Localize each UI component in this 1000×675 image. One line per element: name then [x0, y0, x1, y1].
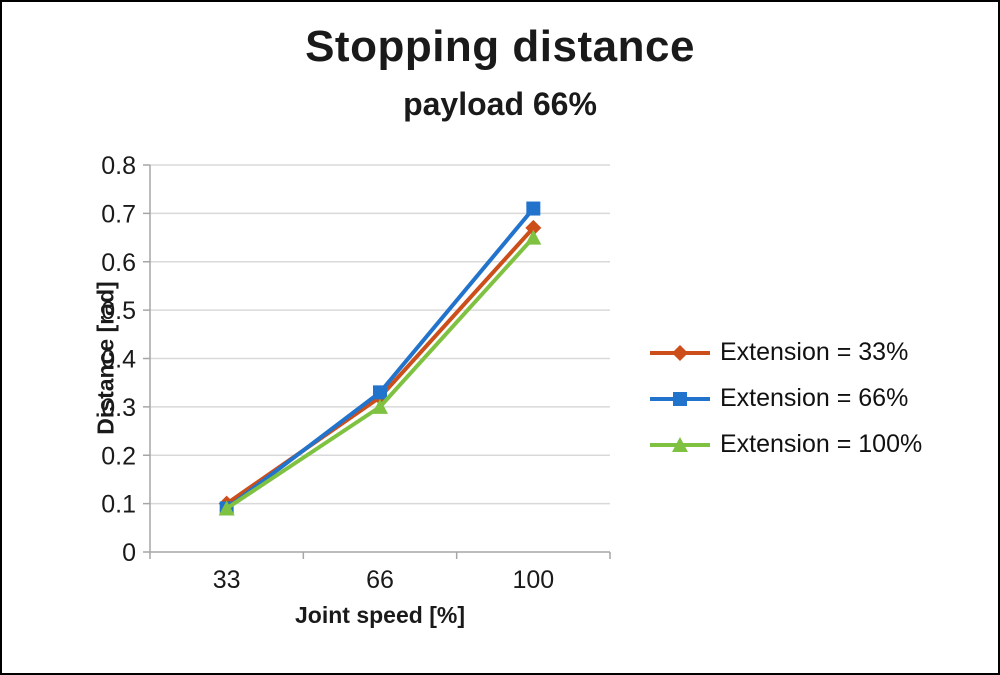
chart-title: Stopping distance — [305, 22, 695, 71]
y-tick-label: 0 — [122, 539, 136, 567]
x-tick-label: 100 — [512, 566, 554, 594]
legend-label: Extension = 100% — [720, 430, 923, 458]
triangle-marker — [525, 229, 542, 245]
y-tick-label: 0.6 — [101, 249, 136, 277]
legend-label: Extension = 33% — [720, 338, 909, 366]
square-marker — [526, 201, 541, 216]
y-tick-label: 0.8 — [101, 152, 136, 180]
y-tick-label: 0.2 — [101, 442, 136, 470]
legend-entry: Extension = 100% — [650, 430, 922, 459]
legend-entry: Extension = 66% — [650, 384, 922, 413]
x-tick-label: 33 — [213, 566, 241, 594]
y-tick-label: 0.1 — [101, 491, 136, 519]
diamond-marker — [525, 219, 542, 236]
legend-swatch-triangle-icon — [650, 436, 710, 452]
y-tick-label: 0.5 — [101, 297, 136, 325]
y-tick-label: 0.3 — [101, 394, 136, 422]
series-line-0 — [225, 226, 535, 506]
chart-legend: Extension = 33% Extension = 66% Extension … — [650, 338, 922, 459]
x-tick-label: 66 — [366, 566, 394, 594]
legend-swatch-diamond-icon — [650, 344, 710, 361]
square-marker — [373, 385, 387, 400]
legend-entry: Extension = 33% — [650, 338, 922, 367]
legend-swatch-square-icon — [650, 391, 710, 406]
y-tick-label: 0.7 — [101, 200, 136, 228]
x-axis-title: Joint speed [%] — [295, 602, 465, 628]
y-axis-title: Distance [rad] — [92, 281, 119, 435]
triangle-marker — [372, 398, 388, 414]
legend-label: Extension = 66% — [720, 384, 909, 412]
chart-subtitle: payload 66% — [403, 86, 597, 122]
y-tick-label: 0.4 — [101, 346, 136, 374]
triangle-marker — [218, 500, 235, 516]
